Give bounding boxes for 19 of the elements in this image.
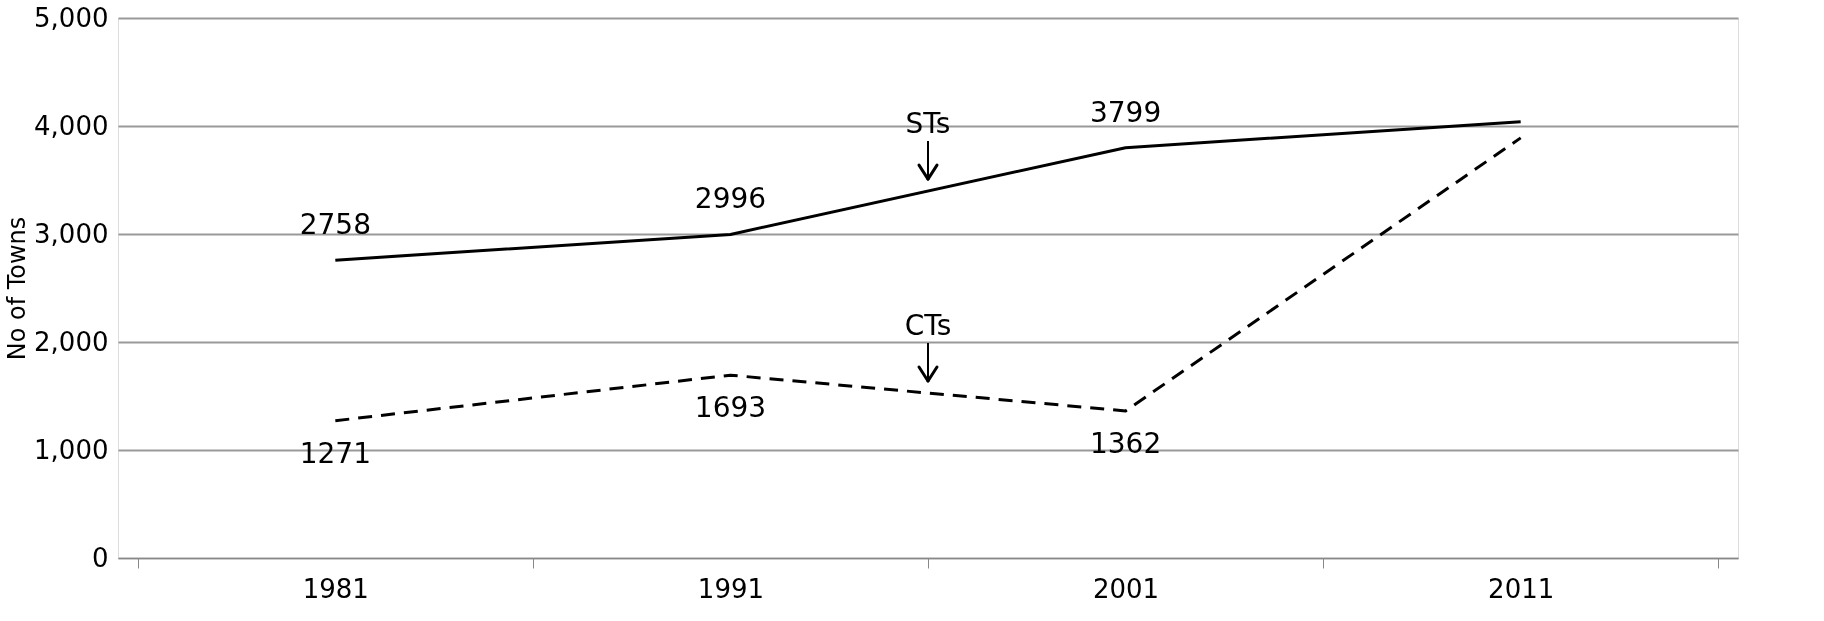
x-tick-label: 2011 xyxy=(1488,573,1555,604)
y-tick-label: 1,000 xyxy=(34,434,109,465)
series-label: CTs xyxy=(904,309,952,343)
y-axis-title: No of Towns xyxy=(3,216,32,361)
y-tick-label: 5,000 xyxy=(34,2,109,33)
data-label: 2758 xyxy=(299,208,371,242)
data-label: 2996 xyxy=(694,182,767,216)
y-tick-label: 4,000 xyxy=(34,110,109,141)
data-label: 1693 xyxy=(694,391,767,425)
data-label: 3799 xyxy=(1089,95,1162,129)
data-label: 1362 xyxy=(1089,426,1162,460)
x-tick-label: 2001 xyxy=(1092,573,1160,604)
series-label: STs xyxy=(905,107,951,141)
x-tick-label: 1991 xyxy=(697,573,765,604)
x-tick-label: 1981 xyxy=(302,573,369,604)
y-tick-label: 0 xyxy=(91,542,109,573)
y-tick-label: 2,000 xyxy=(34,326,109,357)
data-label: 1271 xyxy=(299,436,371,470)
y-tick-label: 3,000 xyxy=(34,218,109,249)
